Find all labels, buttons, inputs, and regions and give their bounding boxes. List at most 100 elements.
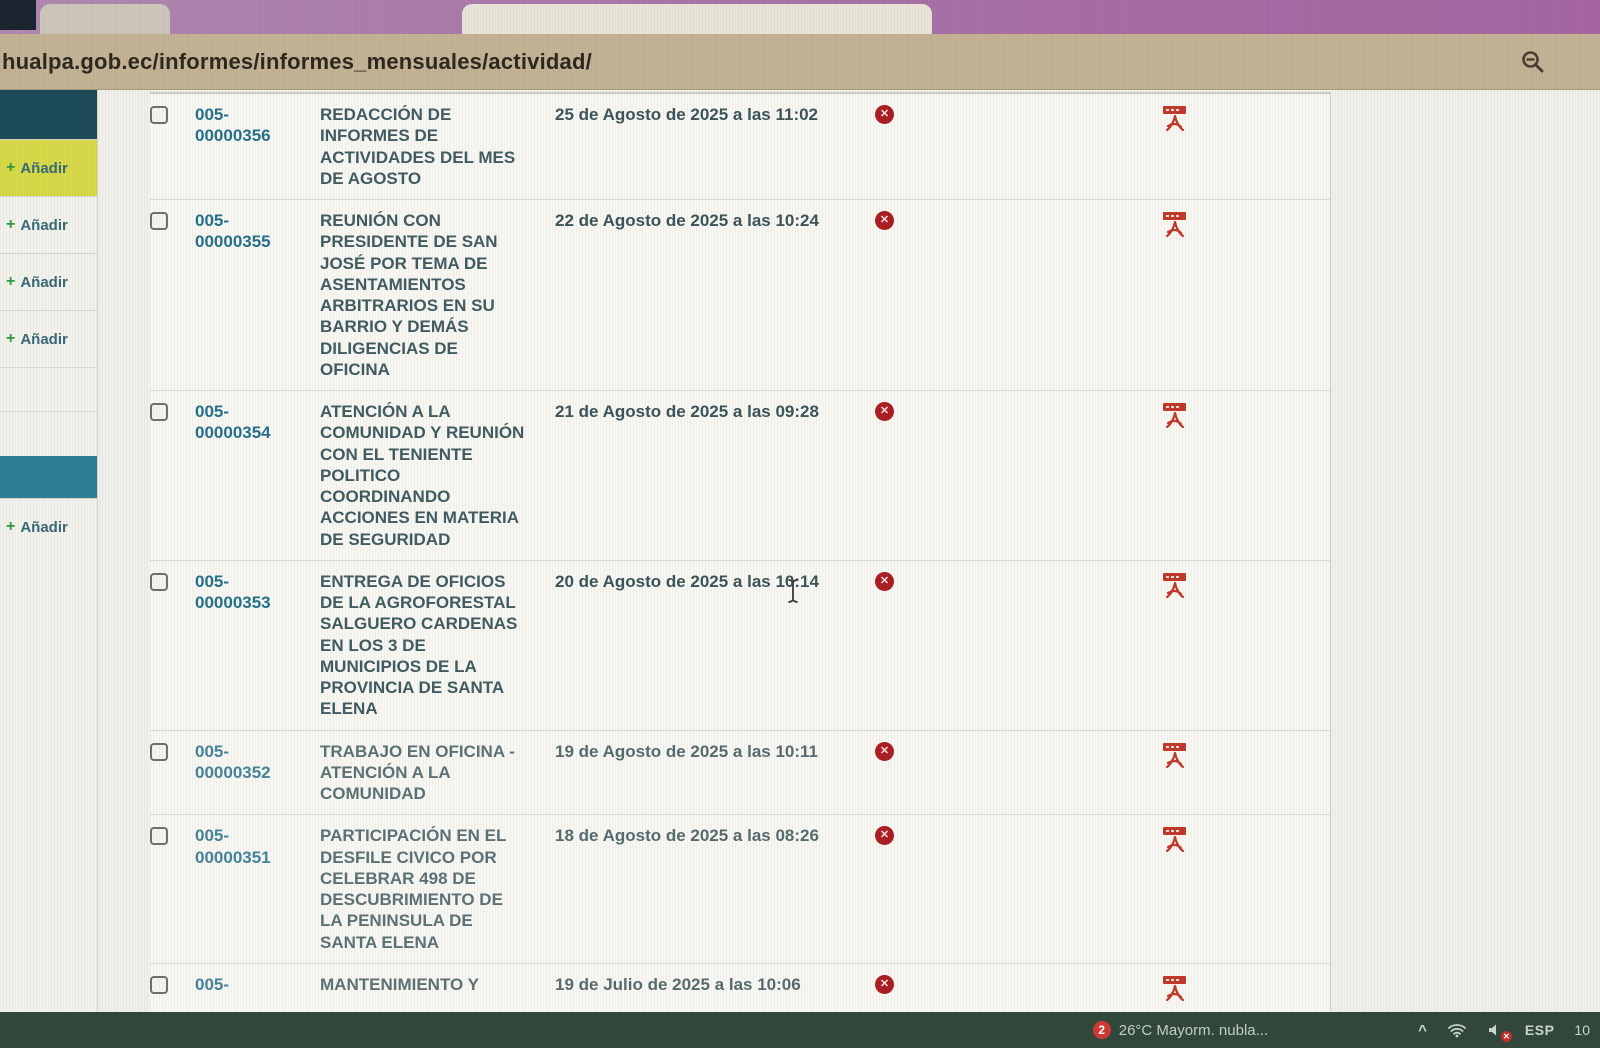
- row-checkbox-cell: [150, 974, 195, 999]
- boolean-false-icon: ✕: [875, 211, 894, 230]
- pdf-cell: [1160, 825, 1331, 860]
- plus-icon: +: [6, 216, 16, 233]
- browser-tab-active[interactable]: [462, 4, 932, 34]
- boolean-false-icon: ✕: [875, 402, 894, 421]
- sidebar-add-link[interactable]: + Añadir: [0, 310, 97, 367]
- pdf-cell: [1160, 210, 1331, 245]
- sidebar-section-header-selected: [0, 456, 97, 498]
- row-checkbox-cell: [150, 571, 195, 596]
- zoom-out-icon[interactable]: [1520, 49, 1546, 75]
- record-id-cell: 005-00000353: [195, 571, 320, 614]
- pdf-cell: [1160, 741, 1331, 776]
- row-checkbox[interactable]: [150, 742, 168, 761]
- table-row: 005-00000353 ENTREGA DE OFICIOS DE LA AGR…: [150, 560, 1331, 731]
- browser-tab-inactive[interactable]: [40, 4, 170, 34]
- sidebar-add-link[interactable]: + Añadir: [0, 196, 97, 253]
- language-indicator[interactable]: ESP: [1524, 1022, 1555, 1038]
- record-description: REDACCIÓN DE INFORMES DE ACTIVIDADES DEL…: [320, 105, 516, 188]
- pdf-file-icon[interactable]: [1162, 825, 1188, 860]
- tray-chevron-up-icon[interactable]: ^: [1418, 1021, 1427, 1039]
- row-checkbox[interactable]: [150, 827, 168, 846]
- clock[interactable]: 10: [1574, 1022, 1590, 1038]
- boolean-false-icon: ✕: [875, 741, 894, 761]
- boolean-cell: ✕: [875, 210, 1160, 230]
- add-link-label: Añadir: [20, 159, 68, 177]
- record-datetime: 19 de Agosto de 2025 a las 10:11: [555, 741, 819, 761]
- plus-icon: +: [6, 330, 16, 347]
- admin-changelist-page: + Añadir + Añadir + Añadir + Añadir + Añadir 005-…: [0, 90, 1600, 1019]
- pdf-file-icon[interactable]: [1162, 741, 1188, 776]
- boolean-cell: ✕: [875, 974, 1160, 994]
- pdf-file-icon[interactable]: [1162, 210, 1188, 245]
- plus-icon: +: [6, 159, 16, 176]
- wifi-icon[interactable]: [1447, 1022, 1467, 1038]
- record-description: ENTREGA DE OFICIOS DE LA AGROFORESTAL SA…: [320, 571, 518, 719]
- taskbar: 2 26°C Mayorm. nubla... ^ ✕ ESP 10: [0, 1012, 1600, 1048]
- record-description: TRABAJO EN OFICINA - ATENCIÓN A LA COMUN…: [320, 741, 515, 804]
- sidebar-row-empty: [0, 411, 97, 455]
- record-id-link[interactable]: 005-: [195, 974, 230, 994]
- results-table: 005-00000356 REDACCIÓN DE INFORMES DE ACT…: [150, 92, 1331, 1019]
- record-id-cell: 005-00000355: [195, 210, 320, 253]
- sidebar-row-empty: [0, 367, 97, 411]
- record-description: MANTENIMIENTO Y: [320, 974, 479, 994]
- row-checkbox[interactable]: [150, 212, 168, 230]
- record-id-link[interactable]: 005-00000354: [195, 402, 271, 443]
- table-row: 005-00000352 TRABAJO EN OFICINA - ATENCIÓ…: [150, 730, 1331, 816]
- record-id-cell: 005-00000351: [195, 825, 320, 868]
- plus-icon: +: [6, 273, 16, 290]
- table-row: 005-00000356 REDACCIÓN DE INFORMES DE ACT…: [150, 94, 1330, 200]
- boolean-false-icon: ✕: [875, 571, 894, 591]
- url-text[interactable]: hualpa.gob.ec/informes/informes_mensuale…: [2, 48, 592, 74]
- pdf-file-icon[interactable]: [1162, 104, 1188, 139]
- row-checkbox[interactable]: [150, 106, 168, 124]
- address-bar[interactable]: hualpa.gob.ec/informes/informes_mensuale…: [0, 34, 1600, 90]
- pdf-file-icon[interactable]: [1162, 401, 1188, 436]
- pdf-cell: [1160, 401, 1331, 436]
- sidebar-add-link[interactable]: + Añadir: [0, 139, 97, 196]
- row-checkbox[interactable]: [150, 975, 168, 994]
- boolean-false-icon: ✕: [875, 105, 894, 124]
- sidebar-add-link[interactable]: + Añadir: [0, 498, 97, 555]
- sidebar-add-link[interactable]: + Añadir: [0, 253, 97, 310]
- record-datetime: 22 de Agosto de 2025 a las 10:24: [555, 211, 819, 230]
- table-row: 005-00000355 REUNIÓN CON PRESIDENTE DE SA…: [150, 200, 1330, 391]
- boolean-cell: ✕: [875, 571, 1160, 591]
- plus-icon: +: [6, 518, 16, 535]
- pdf-cell: [1160, 974, 1331, 1009]
- record-id-link[interactable]: 005-00000355: [195, 211, 271, 252]
- row-checkbox-cell: [150, 210, 195, 235]
- record-id-cell: 005-: [195, 974, 320, 995]
- row-checkbox[interactable]: [150, 403, 168, 421]
- pdf-cell: [1160, 571, 1331, 606]
- notification-badge: 2: [1092, 1021, 1111, 1039]
- record-datetime: 19 de Julio de 2025 a las 10:06: [555, 974, 801, 994]
- record-id-link[interactable]: 005-00000356: [195, 105, 271, 146]
- row-checkbox[interactable]: [150, 572, 168, 591]
- record-id-link[interactable]: 005-00000353: [195, 571, 271, 612]
- record-id-link[interactable]: 005-00000352: [195, 741, 271, 782]
- pdf-file-icon[interactable]: [1162, 571, 1188, 606]
- record-datetime: 18 de Agosto de 2025 a las 08:26: [555, 826, 819, 846]
- weather-text: 26°C Mayorm. nubla...: [1118, 1021, 1269, 1039]
- boolean-cell: ✕: [875, 825, 1160, 846]
- boolean-cell: ✕: [875, 104, 1160, 124]
- boolean-false-icon: ✕: [875, 826, 894, 846]
- table-row: 005-00000351 PARTICIPACIÓN EN EL DESFILE …: [150, 815, 1330, 964]
- sidebar-section-header: [0, 90, 97, 139]
- weather-widget[interactable]: 2 26°C Mayorm. nubla...: [1092, 1021, 1269, 1039]
- background-window-corner: [0, 0, 36, 30]
- mute-x-badge: ✕: [1500, 1031, 1512, 1042]
- pdf-file-icon[interactable]: [1162, 974, 1188, 1009]
- sidebar: + Añadir + Añadir + Añadir + Añadir + Añadir: [0, 90, 98, 1012]
- record-id-cell: 005-00000352: [195, 741, 320, 784]
- pdf-cell: [1160, 104, 1331, 139]
- record-id-link[interactable]: 005-00000351: [195, 826, 271, 867]
- record-description: PARTICIPACIÓN EN EL DESFILE CIVICO POR C…: [320, 826, 507, 952]
- record-description: ATENCIÓN A LA COMUNIDAD Y REUNIÓN CON EL…: [320, 402, 525, 549]
- boolean-false-icon: ✕: [875, 974, 894, 994]
- row-checkbox-cell: [150, 741, 195, 766]
- table-row: 005- MANTENIMIENTO Y 19 de Julio de 2025 a…: [150, 963, 1331, 1019]
- speaker-muted-icon[interactable]: ✕: [1487, 1022, 1512, 1042]
- system-tray: ^ ✕ ESP 10: [1418, 1021, 1590, 1042]
